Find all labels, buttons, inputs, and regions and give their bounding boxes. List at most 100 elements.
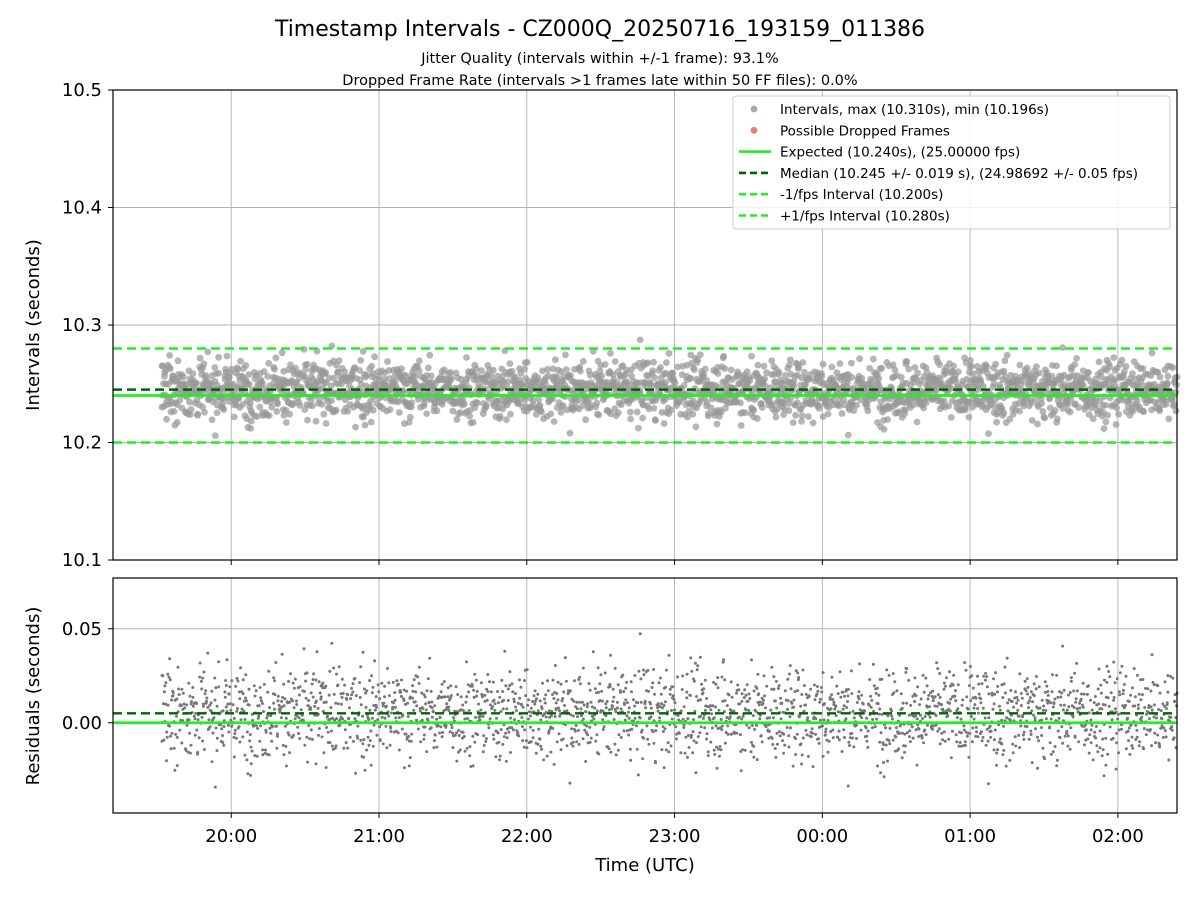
residual-point xyxy=(473,672,477,676)
residual-point xyxy=(561,697,565,701)
interval-point xyxy=(798,412,806,419)
residual-point xyxy=(1108,725,1112,729)
residual-point xyxy=(1073,671,1077,675)
residual-point xyxy=(965,734,969,738)
residual-point xyxy=(633,716,637,720)
residual-point xyxy=(424,702,428,706)
residual-point xyxy=(644,706,648,710)
residual-point xyxy=(235,709,239,713)
residual-point xyxy=(664,685,668,689)
residual-point xyxy=(368,739,372,743)
interval-point xyxy=(700,370,708,378)
residual-point xyxy=(1163,680,1167,684)
interval-point xyxy=(936,361,944,369)
residual-point xyxy=(871,726,874,730)
interval-point xyxy=(415,367,423,375)
x-tick-label: 23:00 xyxy=(649,826,701,847)
residual-point xyxy=(246,772,250,776)
residual-point xyxy=(928,705,931,709)
residual-point xyxy=(362,738,366,742)
residual-point xyxy=(864,726,868,730)
residual-point xyxy=(195,702,199,705)
residual-point xyxy=(628,747,632,751)
legend-marker xyxy=(750,126,758,134)
residual-point xyxy=(169,747,173,751)
interval-point xyxy=(903,358,911,366)
residual-point xyxy=(478,715,482,719)
residual-point xyxy=(1011,751,1015,755)
residual-point xyxy=(1087,711,1091,715)
residuals-panel: 0.000.05 20:00 21:00 22:00 23:00 00:00 01:00 0… xyxy=(23,577,1179,847)
residual-point xyxy=(976,674,979,678)
residual-point xyxy=(992,677,995,681)
residual-point xyxy=(777,684,781,688)
residual-point xyxy=(274,661,278,664)
interval-point xyxy=(547,410,555,418)
residual-point xyxy=(843,736,846,739)
residual-point xyxy=(758,717,762,721)
residual-point xyxy=(647,689,651,693)
residual-point xyxy=(426,677,430,681)
residual-point xyxy=(857,697,861,701)
residual-point xyxy=(760,740,764,744)
interval-point xyxy=(463,354,470,361)
residual-point xyxy=(782,751,786,755)
residual-point xyxy=(659,692,663,696)
residual-point xyxy=(1043,757,1047,761)
interval-point xyxy=(328,397,335,405)
residual-point xyxy=(478,718,482,722)
residual-point xyxy=(523,679,526,682)
residual-point xyxy=(520,725,524,729)
residual-point xyxy=(1138,740,1142,744)
residual-point xyxy=(1115,741,1119,745)
residual-point xyxy=(1075,689,1079,693)
residual-point xyxy=(1079,697,1083,701)
residual-point xyxy=(692,718,695,722)
residual-point xyxy=(1099,691,1103,695)
interval-point xyxy=(189,370,197,377)
residual-point xyxy=(882,743,885,747)
residual-point xyxy=(977,711,980,715)
jitter-quality-subtitle: Jitter Quality (intervals within +/-1 fr… xyxy=(420,51,779,67)
residual-point xyxy=(789,687,793,691)
residual-point xyxy=(723,699,727,703)
interval-point xyxy=(818,372,826,380)
residual-point xyxy=(564,679,568,683)
interval-point xyxy=(304,416,311,424)
residual-point xyxy=(692,739,696,743)
residual-point xyxy=(392,701,396,705)
residual-point xyxy=(1160,717,1164,721)
residual-point xyxy=(1173,699,1177,703)
residual-point xyxy=(824,733,827,737)
residual-point xyxy=(169,734,173,738)
interval-point xyxy=(671,379,679,387)
residual-point xyxy=(717,708,721,712)
residual-point xyxy=(243,718,247,721)
interval-point xyxy=(911,364,919,371)
residual-point xyxy=(1072,705,1076,709)
residual-point xyxy=(174,732,178,736)
residual-point xyxy=(1130,744,1134,748)
residual-point xyxy=(570,727,573,731)
residual-point xyxy=(276,694,280,698)
residual-point xyxy=(938,695,942,699)
residual-point xyxy=(920,736,924,740)
residual-point xyxy=(869,694,873,698)
residual-point xyxy=(182,702,186,706)
residual-point xyxy=(317,727,321,730)
interval-point xyxy=(447,375,455,382)
residual-point xyxy=(893,680,897,684)
residual-point xyxy=(788,672,791,676)
residual-point xyxy=(874,691,878,695)
interval-points xyxy=(158,336,1181,440)
interval-point xyxy=(868,378,876,385)
residual-point xyxy=(744,708,748,712)
residual-point xyxy=(575,700,579,704)
residual-point xyxy=(371,744,375,748)
residual-point xyxy=(658,716,662,720)
residual-point xyxy=(979,697,983,701)
residual-point xyxy=(901,701,905,705)
interval-point xyxy=(453,416,461,423)
residual-point xyxy=(508,670,512,674)
residual-point xyxy=(415,704,419,708)
